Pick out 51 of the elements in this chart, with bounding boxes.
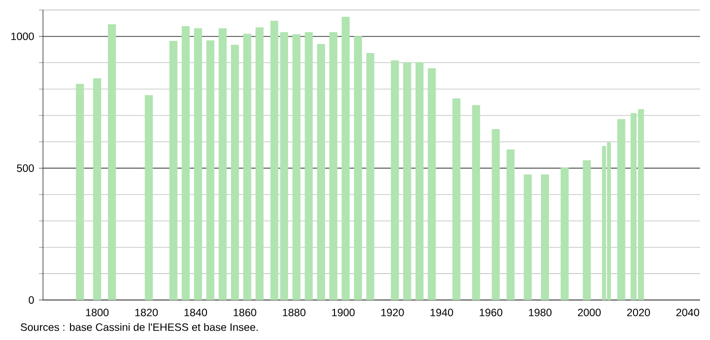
bar <box>524 174 532 300</box>
bar <box>403 62 412 300</box>
bar <box>415 62 424 300</box>
bar <box>270 20 278 300</box>
bar <box>452 98 460 300</box>
source-note: Sources : base Cassini de l'EHESS et base Insee. <box>20 323 258 331</box>
bar <box>617 119 626 300</box>
bar <box>230 44 239 300</box>
bar <box>342 16 350 300</box>
bar <box>243 34 252 300</box>
bar <box>329 32 338 300</box>
x-tick-label: 1920 <box>381 308 404 316</box>
x-tick-label: 1840 <box>184 308 208 316</box>
x-tick-label: 2020 <box>627 308 650 316</box>
x-tick-label: 1940 <box>430 308 454 316</box>
bar <box>169 40 178 300</box>
bar <box>182 26 190 300</box>
x-tick-label: 1800 <box>86 308 109 316</box>
bar <box>76 84 84 300</box>
x-tick-label: 1860 <box>234 308 256 316</box>
bar <box>280 32 288 300</box>
x-tick-label: 1980 <box>529 308 552 316</box>
bar <box>304 32 313 300</box>
x-tick-label: 1900 <box>332 308 355 316</box>
bar <box>218 28 227 300</box>
bar <box>292 34 300 300</box>
bar <box>506 149 515 300</box>
bar <box>194 28 202 300</box>
bar <box>354 36 362 300</box>
bar <box>108 24 116 300</box>
bar <box>206 40 214 300</box>
bar <box>256 27 264 300</box>
bar <box>560 168 569 300</box>
bar <box>582 160 591 300</box>
bar <box>144 95 153 300</box>
y-tick-label: 0 <box>28 296 34 304</box>
y-tick-label: 500 <box>16 164 34 172</box>
x-tick-label: 1880 <box>282 308 306 316</box>
y-tick-label: 1000 <box>11 32 34 40</box>
x-tick-label: 1960 <box>480 308 502 316</box>
x-tick-label: 1820 <box>135 308 158 316</box>
bar <box>472 105 480 300</box>
x-tick-label: 2000 <box>578 308 601 316</box>
x-tick-label: 2040 <box>676 308 700 316</box>
bar <box>317 44 326 300</box>
bar <box>366 52 374 300</box>
bar <box>540 174 549 300</box>
bar <box>492 129 500 300</box>
bar <box>93 78 102 300</box>
bar <box>428 68 436 300</box>
bar <box>390 60 399 300</box>
